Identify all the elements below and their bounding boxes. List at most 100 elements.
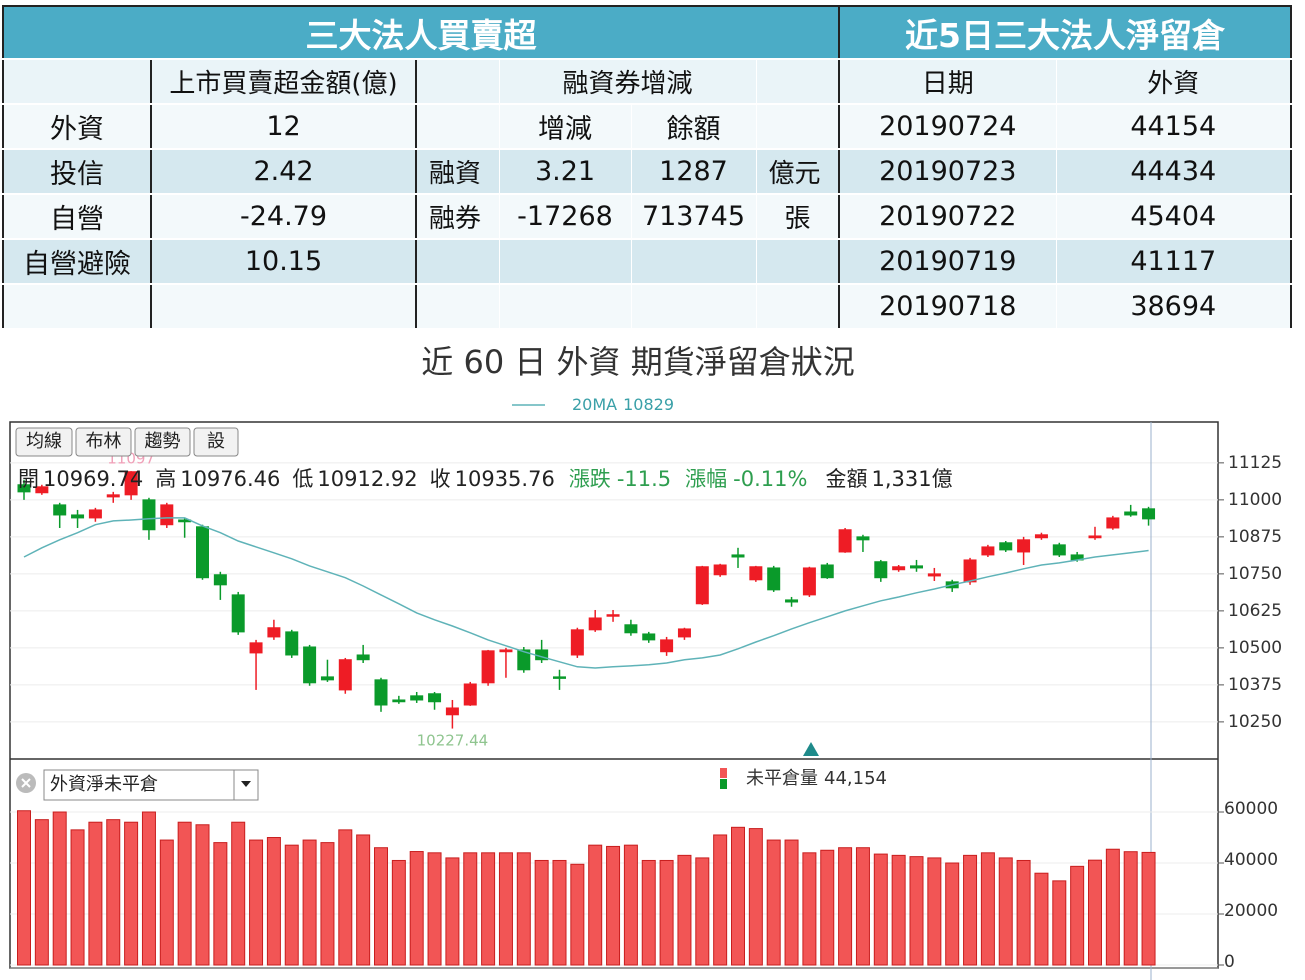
y-tick-label: 11125	[1228, 453, 1282, 473]
y-tick-label: 10500	[1228, 638, 1282, 658]
toolbar-label: 設	[207, 431, 225, 452]
cell: 20190719	[838, 239, 1057, 285]
cell: 38694	[1056, 284, 1292, 330]
bar	[445, 857, 460, 966]
candle-body	[553, 676, 566, 679]
candle-body	[1017, 539, 1031, 553]
y-tick-label: 10875	[1228, 527, 1282, 547]
candle-body	[392, 699, 406, 703]
cell: 自營	[3, 194, 152, 240]
bar	[677, 854, 692, 966]
candle-body	[410, 695, 424, 701]
bar	[748, 828, 763, 966]
candle-body	[1106, 517, 1120, 529]
legend-swatch	[720, 779, 727, 789]
header: 融資券增減	[499, 59, 757, 105]
candle-body	[428, 693, 442, 703]
bar	[713, 834, 728, 966]
candle-body	[606, 614, 620, 617]
bar	[177, 821, 192, 966]
bar	[873, 853, 888, 966]
toolbar-button[interactable]	[134, 427, 191, 457]
candle-body	[660, 639, 674, 653]
cell: 12	[150, 104, 417, 150]
legend: 未平倉量 44,154	[746, 768, 887, 789]
bar	[1123, 851, 1138, 966]
candle-body	[17, 484, 31, 493]
y-tick-label: 10250	[1228, 712, 1282, 732]
dropdown[interactable]	[43, 769, 259, 801]
info-item: 高	[155, 467, 176, 491]
bar	[17, 810, 31, 966]
cell: 45404	[1056, 194, 1292, 240]
bar	[909, 856, 924, 966]
bar	[88, 821, 103, 966]
cell: 2.42	[150, 149, 417, 195]
bar	[266, 837, 281, 966]
bar	[498, 852, 513, 966]
bar	[1141, 851, 1156, 966]
candle-body	[838, 529, 852, 553]
cell: 張	[756, 194, 840, 240]
marker	[803, 742, 819, 756]
y-tick-label: 0	[1224, 952, 1235, 972]
info-item: 10912.92	[317, 467, 417, 491]
cell: -17268	[499, 194, 632, 240]
cell: 20190723	[838, 149, 1057, 195]
candle-body	[285, 631, 299, 656]
candle-body	[1034, 534, 1048, 539]
bar	[409, 851, 424, 966]
cell: 41117	[1056, 239, 1292, 285]
cell: 融資	[415, 149, 500, 195]
cell: 融券	[415, 194, 500, 240]
bar	[34, 819, 49, 966]
candle-body	[106, 494, 120, 498]
bar	[606, 845, 621, 966]
bar	[1034, 872, 1049, 966]
candle-body	[213, 574, 227, 586]
candle-body	[910, 565, 923, 569]
legend-value: 10829	[623, 395, 674, 414]
candle-body	[624, 624, 638, 634]
candle-body	[874, 561, 888, 579]
candle-body	[570, 629, 584, 656]
toolbar-button[interactable]	[75, 427, 132, 457]
y-tick-label: 40000	[1224, 850, 1278, 870]
cell: 1287	[631, 149, 757, 195]
candle-body	[713, 564, 727, 576]
bar	[838, 847, 853, 966]
info-item: 金額	[825, 467, 867, 491]
cell: 44434	[1056, 149, 1292, 195]
bar	[249, 839, 264, 966]
candle-body	[677, 628, 691, 638]
candle-body	[320, 676, 334, 681]
candle-body	[695, 566, 709, 605]
toolbar-button[interactable]	[193, 427, 239, 457]
candle-body	[338, 659, 352, 691]
bar	[945, 862, 960, 966]
dropdown-label: 外資淨未平倉	[50, 774, 158, 795]
candle-body	[785, 599, 799, 603]
bar	[1070, 865, 1085, 966]
bar	[623, 844, 638, 966]
bar	[516, 852, 531, 966]
info-item: 10976.46	[180, 467, 280, 491]
toolbar-button[interactable]	[15, 427, 73, 457]
toolbar-label: 均線	[26, 431, 62, 452]
candle-body	[731, 554, 745, 558]
info-item: -11.5	[617, 467, 671, 491]
legend-name: 20MA	[572, 395, 617, 414]
candle-body	[981, 546, 995, 556]
toolbar-label: 趨勢	[145, 431, 181, 452]
bar	[338, 829, 353, 966]
info-item: 1,331億	[871, 467, 952, 491]
legend-swatch	[720, 768, 727, 778]
candle-body	[356, 654, 370, 661]
bar	[659, 859, 674, 966]
table-title: 近5日三大法人淨留倉	[839, 6, 1293, 60]
y-tick-label: 20000	[1224, 901, 1278, 921]
info-item: 10969.74	[43, 467, 143, 491]
bar	[52, 811, 67, 966]
candle-body	[1052, 544, 1066, 556]
candle-body	[820, 564, 834, 579]
